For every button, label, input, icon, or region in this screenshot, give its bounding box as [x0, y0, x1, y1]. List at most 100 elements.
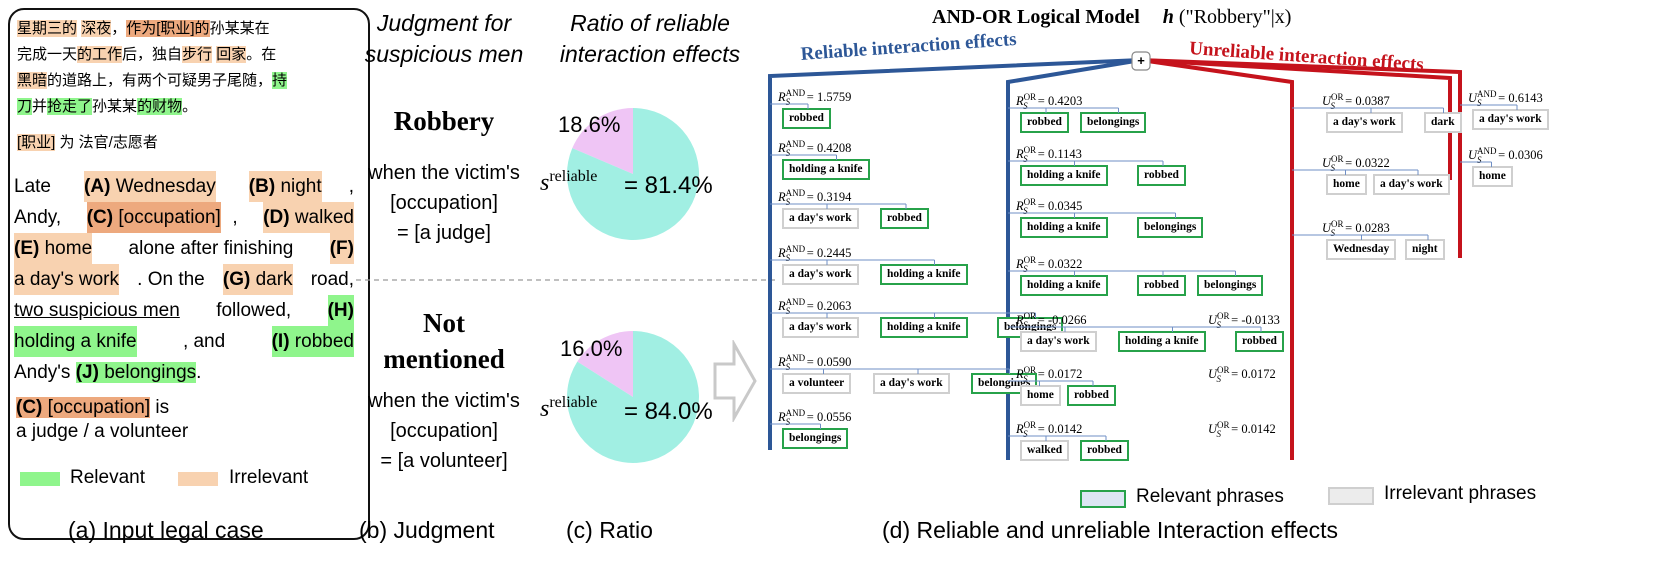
role-is: is: [150, 397, 170, 418]
en-marker: (G): [222, 269, 251, 290]
legend-relevant-swatch: [20, 472, 60, 486]
interaction-value: RANDS = 0.4208: [778, 139, 852, 158]
zh-span: 。: [182, 98, 198, 115]
en-line-5: two suspicious men followed, (H): [14, 295, 354, 326]
irrelevant-phrase-tag: Wednesday: [1326, 239, 1397, 260]
zh-span: 星期三的: [17, 20, 78, 37]
en-line-2: Andy, (C) [occupation], (D) walked: [14, 202, 354, 233]
model-title: AND-OR Logical Model h ("Robbery"|x): [932, 6, 1291, 29]
pie-slice-unreliable: [572, 108, 633, 174]
pie-slice-reliable: [567, 108, 699, 240]
relevant-phrase-tag: belongings: [971, 373, 1038, 394]
interaction-value: RANDS = 0.0590: [778, 353, 852, 372]
root-node: [1131, 51, 1151, 71]
zh-span: 黑暗: [17, 72, 48, 89]
en-span: ,: [348, 176, 354, 197]
relevant-phrase-tag: robbed: [1137, 275, 1186, 296]
en-span: ,: [232, 207, 238, 228]
pie-small-label: 18.6%: [558, 112, 621, 137]
en-marker: (C): [86, 207, 114, 228]
unreliable-branch-1: [1140, 58, 1294, 460]
zh-span: 抢走了: [47, 98, 93, 115]
en-span: Wednesday: [110, 176, 216, 197]
relevant-phrase-tag: belongings: [1137, 217, 1204, 238]
irrelevant-phrase-tag: a day's work: [1472, 109, 1549, 130]
header-line: interaction effects: [559, 41, 741, 67]
relevant-phrase-tag: holding a knife: [1020, 275, 1108, 296]
legend-irrelevant-label: Irrelevant: [229, 467, 309, 488]
pie-slice-unreliable: [577, 331, 633, 397]
relevant-phrase-tag: robbed: [1080, 440, 1129, 461]
relevant-phrase-tag: belongings: [1197, 275, 1264, 296]
verdict-robbery: Robbery: [393, 106, 495, 136]
header-line: Ratio of reliable: [570, 10, 730, 36]
role-marker: (C): [16, 397, 43, 418]
zh-text: 星期三的 深夜，作为[职业]的孙某某在 完成一天的工作后，独自步行 回家。在 黑…: [17, 16, 362, 156]
relevant-phrase-tag: holding a knife: [1020, 217, 1108, 238]
verdict-top-condition: when the victim's [occupation] = [a judg…: [352, 158, 536, 248]
caption-d: (d) Reliable and unreliable Interaction …: [882, 517, 1339, 543]
en-span: belongings: [98, 362, 197, 383]
pie-value-label: = 81.4%: [624, 172, 713, 199]
legend-relevant-phrase-swatch: [1080, 490, 1126, 508]
en-marker: (F): [329, 233, 354, 264]
legend-irrelevant-phrase-swatch: [1328, 487, 1374, 505]
relevant-phrase-tag: robbed: [1235, 331, 1284, 352]
zh-span: 持: [272, 72, 288, 89]
condition-line: = [a judge]: [397, 222, 491, 244]
interaction-value: RANDS = 0.2063: [778, 297, 852, 316]
zh-span: 的道路上，有两个可疑男子尾随，: [47, 72, 273, 89]
en-span: home: [39, 238, 93, 259]
irrelevant-phrase-tag: a day's work: [782, 208, 859, 229]
relevant-phrase-tag: holding a knife: [1020, 165, 1108, 186]
en-span: alone after finishing: [128, 238, 294, 259]
relevant-phrase-tag: robbed: [1137, 165, 1186, 186]
interaction-value: RORS = 0.0172: [1016, 365, 1083, 384]
verdict-not-mentioned: Not mentioned: [352, 305, 536, 377]
interaction-u-value: UORS = 0.0142: [1208, 420, 1276, 439]
interaction-value: RANDS = 0.3194: [778, 188, 852, 207]
en-span: Late: [14, 176, 51, 197]
en-span: dark: [250, 269, 293, 290]
relevant-phrase-tag: robbed: [1020, 112, 1069, 133]
zh-span: 。在: [246, 46, 277, 63]
legend-relevant-phrase-label: Relevant phrases: [1136, 486, 1284, 507]
irrelevant-phrase-tag: walked: [1020, 440, 1070, 461]
en-line-3: (E) home alone after finishing (F): [14, 233, 354, 264]
en-span: [occupation]: [113, 207, 221, 228]
legend-relevant-label: Relevant: [70, 467, 145, 488]
zh-span: 深夜: [81, 20, 112, 37]
en-span: walked: [289, 207, 354, 228]
pie-small-label: 16.0%: [560, 336, 623, 361]
en-span: Andy's: [14, 362, 76, 383]
condition-line: when the victim's: [368, 162, 520, 184]
condition-line: [occupation]: [390, 192, 498, 214]
header-line: suspicious men: [364, 41, 524, 67]
irrelevant-phrase-tag: night: [1405, 239, 1445, 260]
legend-irrelevant-swatch: [178, 472, 218, 486]
pie-slice-reliable: [567, 331, 699, 463]
relevant-phrase-tag: belongings: [1080, 112, 1147, 133]
verdict-line: mentioned: [383, 344, 505, 374]
interaction-value: UORS = 0.0283: [1322, 219, 1390, 238]
zh-span: 并: [32, 98, 48, 115]
zh-span: 的财物: [137, 98, 183, 115]
interaction-value: UORS = 0.0387: [1322, 92, 1390, 111]
relevant-phrase-tag: holding a knife: [1118, 331, 1206, 352]
en-marker: (J): [75, 362, 99, 383]
irrelevant-phrase-tag: a day's work: [1020, 331, 1097, 352]
root-plus-icon: +: [1137, 53, 1145, 68]
irrelevant-phrase-tag: a day's work: [782, 264, 859, 285]
legend-irrelevant-phrase-label: Irrelevant phrases: [1384, 483, 1537, 504]
s-sup: reliable: [549, 168, 598, 185]
